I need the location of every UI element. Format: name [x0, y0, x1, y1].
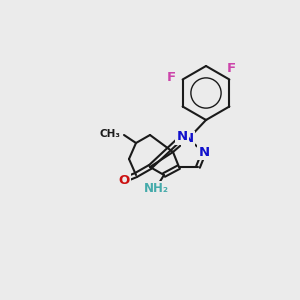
Text: O: O	[118, 173, 130, 187]
Text: N: N	[182, 133, 194, 146]
Text: N: N	[198, 146, 210, 158]
Text: F: F	[227, 62, 236, 75]
Text: N: N	[176, 130, 188, 143]
Text: NH₂: NH₂	[143, 182, 169, 194]
Text: CH₃: CH₃	[100, 129, 121, 139]
Text: F: F	[167, 71, 176, 84]
